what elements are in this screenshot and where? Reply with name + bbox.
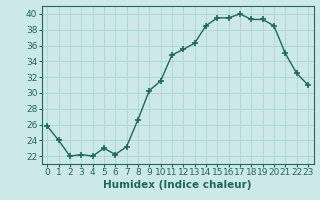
X-axis label: Humidex (Indice chaleur): Humidex (Indice chaleur) [103,180,252,190]
